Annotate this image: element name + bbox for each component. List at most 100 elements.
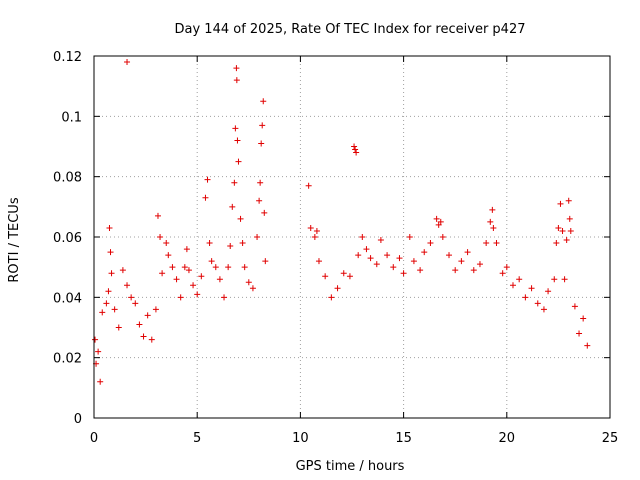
y-tick-label: 0.08 <box>53 171 82 186</box>
data-point <box>458 258 465 265</box>
data-point <box>571 303 578 310</box>
data-point <box>99 309 106 316</box>
data-point <box>493 240 500 247</box>
data-point <box>245 279 252 286</box>
x-tick-label: 5 <box>193 431 201 446</box>
data-point <box>124 59 131 66</box>
data-point <box>313 227 320 234</box>
y-tick-label: 0.06 <box>53 231 82 246</box>
y-tick-label: 0.02 <box>53 352 82 367</box>
data-point <box>181 264 188 271</box>
data-point <box>406 234 413 240</box>
data-point <box>563 237 570 244</box>
data-point <box>140 333 147 340</box>
data-point <box>452 267 459 274</box>
data-point <box>152 306 159 313</box>
data-point <box>208 258 215 265</box>
data-point <box>400 270 407 277</box>
data-point <box>103 300 110 307</box>
data-point <box>106 224 113 231</box>
data-point <box>355 252 362 259</box>
data-point <box>351 143 358 150</box>
data-point <box>165 252 172 259</box>
data-point <box>115 324 122 331</box>
data-point <box>421 249 428 256</box>
data-point <box>231 179 238 186</box>
data-point <box>198 273 205 280</box>
data-point <box>437 218 444 225</box>
data-point <box>229 203 236 210</box>
data-point <box>489 206 496 213</box>
data-point <box>464 249 471 256</box>
data-point <box>567 227 574 234</box>
data-point <box>234 137 241 144</box>
data-point <box>528 285 535 292</box>
data-point <box>487 218 494 225</box>
data-point <box>417 267 424 274</box>
data-point <box>503 264 510 271</box>
data-point <box>154 212 161 219</box>
chart-title: Day 144 of 2025, Rate Of TEC Index for r… <box>175 22 526 37</box>
data-point <box>561 276 568 283</box>
data-point <box>410 258 417 265</box>
data-point <box>225 264 232 271</box>
plot-frame <box>93 55 611 419</box>
data-point <box>427 240 434 247</box>
data-point <box>565 197 572 204</box>
x-tick-label: 15 <box>395 431 412 446</box>
y-axis-ticks: 0 0.02 0.04 0.06 0.08 0.1 0.12 <box>53 50 610 427</box>
data-point <box>396 255 403 262</box>
data-point <box>446 252 453 259</box>
data-point <box>516 276 523 283</box>
data-point <box>241 264 248 271</box>
data-point <box>435 221 442 228</box>
data-point <box>307 224 314 231</box>
data-point <box>540 306 547 313</box>
data-point <box>257 179 264 186</box>
data-point <box>580 315 587 322</box>
data-point <box>433 215 440 222</box>
data-point <box>258 140 265 147</box>
data-point <box>216 276 223 283</box>
data-point <box>367 255 374 262</box>
data-point <box>107 249 114 256</box>
data-point <box>108 270 115 277</box>
data-point <box>148 336 155 343</box>
data-point <box>260 98 267 105</box>
data-point <box>173 276 180 283</box>
x-axis-ticks: 0 5 10 15 20 25 <box>90 56 618 446</box>
data-point <box>545 288 552 295</box>
data-point <box>237 215 244 222</box>
data-point <box>390 264 397 271</box>
data-point <box>239 240 246 247</box>
data-point <box>262 258 269 265</box>
data-point <box>553 240 560 247</box>
data-point <box>490 224 497 231</box>
data-point <box>439 234 446 240</box>
data-point <box>311 234 318 240</box>
data-point <box>169 264 176 271</box>
data-point <box>551 276 558 283</box>
data-point <box>202 194 209 201</box>
data-point <box>261 209 268 216</box>
data-point <box>384 252 391 259</box>
data-point <box>322 273 329 280</box>
x-tick-label: 25 <box>602 431 619 446</box>
y-tick-label: 0 <box>74 412 82 427</box>
data-point <box>259 122 266 129</box>
y-tick-label: 0.1 <box>61 110 82 125</box>
data-point <box>576 330 583 337</box>
data-point <box>249 285 256 292</box>
data-point <box>212 264 219 271</box>
data-point <box>373 261 380 268</box>
x-tick-label: 10 <box>292 431 309 446</box>
data-point <box>534 300 541 307</box>
data-point <box>476 261 483 268</box>
data-point <box>194 291 201 298</box>
data-point <box>157 234 164 240</box>
x-tick-label: 20 <box>499 431 516 446</box>
y-tick-label: 0.04 <box>53 291 82 306</box>
data-point <box>559 227 566 234</box>
y-axis-label: ROTI / TECUs <box>7 197 22 282</box>
x-axis-label: GPS time / hours <box>296 459 405 474</box>
